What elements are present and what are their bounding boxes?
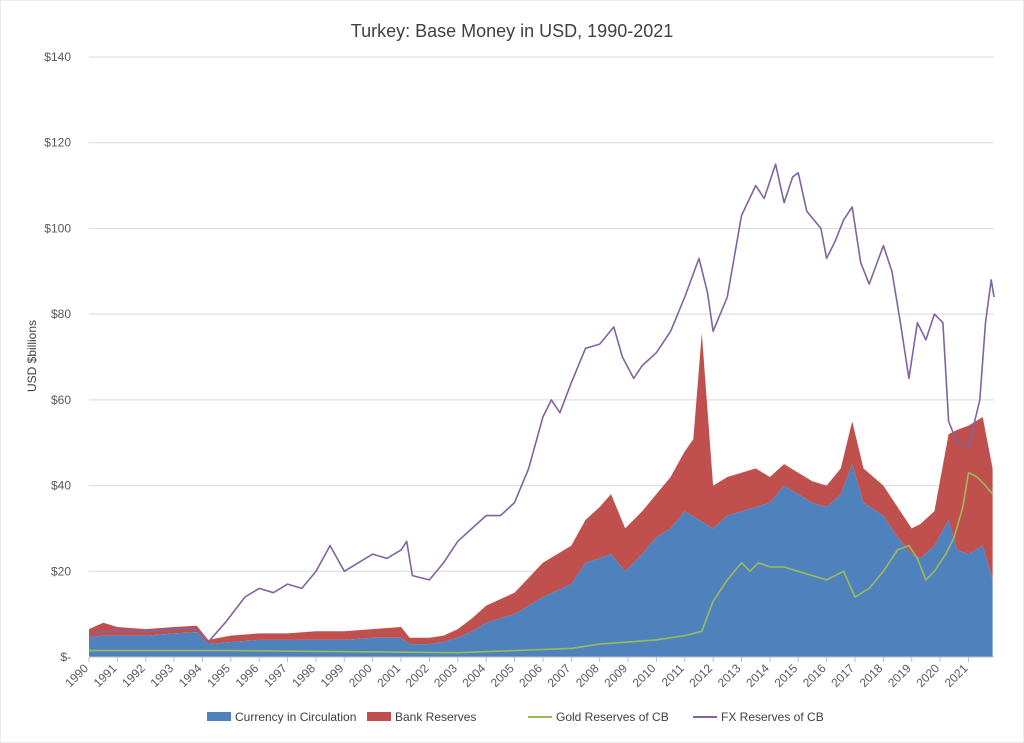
y-tick-label: $120 [44, 136, 71, 150]
y-tick-label: $100 [44, 221, 71, 235]
legend: Currency in Circulation Bank Reserves Gold… [207, 710, 824, 724]
y-tick-label: $- [60, 650, 71, 664]
y-tick-label: $40 [51, 479, 71, 493]
y-tick-label: $60 [51, 393, 71, 407]
legend-label: FX Reserves of CB [721, 710, 824, 724]
grid-lines [89, 56, 994, 572]
chart-title: Turkey: Base Money in USD, 1990-2021 [351, 21, 674, 41]
y-tick-label: $20 [51, 564, 71, 578]
legend-label: Currency in Circulation [235, 710, 356, 724]
gold-reserves-line [89, 471, 994, 654]
y-axis-title: USD $billions [25, 320, 39, 392]
bank-reserves-area [89, 333, 993, 645]
y-tick-label: $140 [44, 50, 71, 64]
legend-label: Bank Reserves [395, 710, 476, 724]
area-series [89, 333, 993, 657]
y-tick-label: $80 [51, 307, 71, 321]
line-series [88, 163, 995, 654]
legend-label: Gold Reserves of CB [556, 710, 669, 724]
legend-swatch [207, 712, 231, 721]
currency-in-circulation-area [89, 464, 993, 657]
fx-reserves-line [88, 163, 995, 643]
legend-swatch [367, 712, 391, 721]
